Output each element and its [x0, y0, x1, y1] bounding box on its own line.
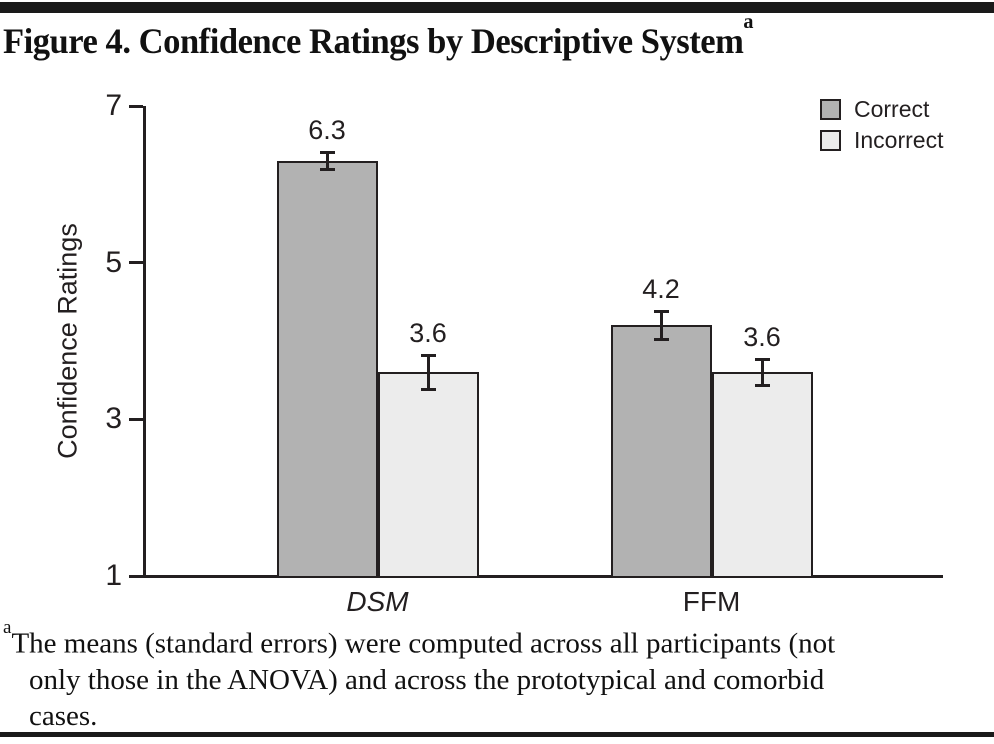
value-label-ffm-correct: 4.2	[642, 274, 680, 305]
x-axis-line	[130, 575, 943, 578]
error-bar-dsm-correct	[325, 152, 329, 170]
y-tick-label: 7	[105, 89, 122, 122]
category-label-dsm: DSM	[346, 586, 409, 617]
bar-dsm-correct	[276, 160, 378, 578]
legend-item-incorrect: Incorrect	[820, 128, 943, 152]
legend-item-correct: Correct	[820, 97, 943, 121]
y-tick	[129, 104, 143, 108]
error-bar-cap-top	[420, 353, 436, 357]
footnote: aThe means (standard errors) were comput…	[3, 617, 991, 734]
legend-label-correct: Correct	[854, 96, 930, 122]
error-bar-cap-bottom	[420, 388, 436, 392]
error-bar-cap-bottom	[754, 384, 770, 388]
error-bar-cap-top	[754, 357, 770, 361]
footnote-text-line2: only those in the ANOVA) and across the …	[29, 663, 825, 696]
bar-ffm-correct	[610, 325, 712, 578]
figure-title-superscript: a	[743, 9, 754, 33]
footnote-superscript: a	[3, 617, 12, 638]
legend-swatch-incorrect	[820, 129, 841, 151]
category-label-ffm: FFM	[682, 586, 741, 617]
y-tick	[129, 417, 143, 421]
error-bar-cap-bottom	[319, 167, 335, 171]
bar-ffm-incorrect	[711, 372, 813, 578]
legend-swatch-correct	[820, 98, 841, 120]
legend-label-incorrect: Incorrect	[854, 127, 944, 153]
error-bar-ffm-correct	[659, 311, 663, 340]
top-rule	[0, 2, 994, 13]
error-bar-dsm-incorrect	[426, 355, 430, 390]
y-tick	[129, 261, 143, 265]
y-tick-label: 1	[105, 559, 122, 592]
footnote-line: aThe means (standard errors) were comput…	[3, 617, 991, 662]
figure-title-text: Figure 4. Confidence Ratings by Descript…	[3, 21, 744, 61]
y-tick	[129, 574, 143, 578]
bar-dsm-incorrect	[377, 372, 479, 578]
figure-title: Figure 4. Confidence Ratings by Descript…	[3, 9, 953, 62]
legend: Correct Incorrect	[820, 97, 943, 159]
error-bar-cap-bottom	[653, 337, 669, 341]
value-label-ffm-incorrect: 3.6	[743, 322, 781, 353]
footnote-text-line1: The means (standard errors) were compute…	[11, 627, 836, 660]
error-bar-cap-top	[319, 150, 335, 154]
value-label-dsm-correct: 6.3	[308, 115, 346, 146]
value-label-dsm-incorrect: 3.6	[409, 318, 447, 349]
y-axis-line	[143, 106, 146, 578]
bottom-rule	[0, 732, 994, 737]
y-tick-label: 3	[105, 402, 122, 436]
footnote-text-line3: cases.	[29, 699, 98, 732]
y-tick-label: 5	[105, 245, 122, 279]
error-bar-ffm-incorrect	[760, 359, 764, 386]
error-bar-cap-top	[653, 309, 669, 313]
